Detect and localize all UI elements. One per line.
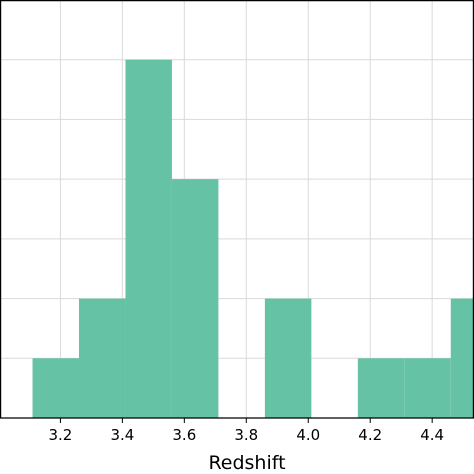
histogram-bar [404, 358, 451, 418]
x-tick-label: 3.8 [234, 426, 258, 444]
x-tick-label: 3.6 [172, 426, 196, 444]
histogram-bar [171, 179, 219, 418]
histogram-bar [79, 298, 126, 418]
x-ticks: 3.2 3.4 3.6 3.8 4.0 4.2 4.4 [48, 418, 444, 444]
histogram-bar [264, 298, 312, 418]
histogram-bar [32, 358, 79, 418]
x-tick-label: 3.2 [48, 426, 72, 444]
x-tick-label: 4.0 [296, 426, 320, 444]
histogram-bar [450, 298, 474, 418]
x-tick-label: 4.4 [420, 426, 444, 444]
axes [0, 0, 474, 419]
x-axis-label: Redshift [208, 452, 285, 474]
x-tick-label: 4.2 [358, 426, 382, 444]
bars [32, 59, 474, 418]
grid [0, 0, 474, 418]
histogram-bar [125, 59, 172, 418]
histogram-bar [357, 358, 405, 418]
x-tick-label: 3.4 [110, 426, 134, 444]
